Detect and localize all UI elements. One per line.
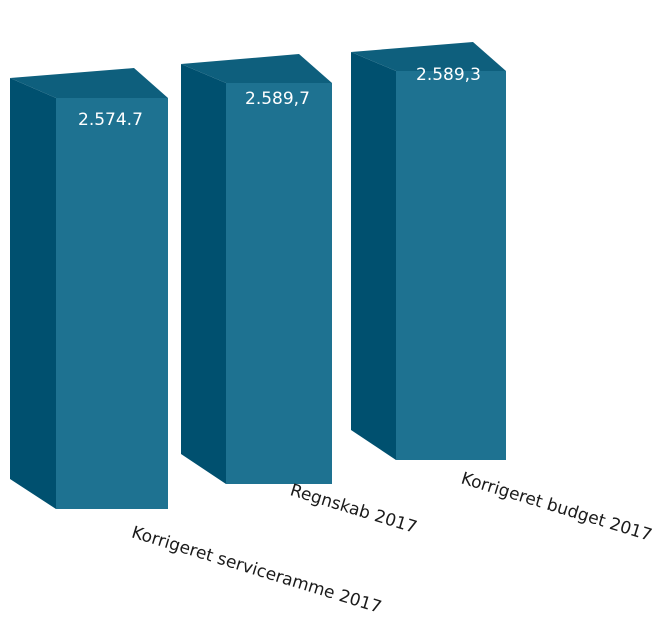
bar-value-label: 2.589,7	[245, 89, 310, 109]
category-label: Regnskab 2017	[288, 480, 419, 538]
bar-top-face	[10, 68, 168, 98]
bar-value-label: 2.589,3	[416, 65, 481, 85]
bar-front-face	[56, 98, 168, 509]
bar-top-face	[181, 54, 332, 83]
category-label: Korrigeret serviceramme 2017	[129, 523, 384, 618]
bar-side-face	[181, 64, 226, 484]
bar-side-face	[10, 78, 56, 509]
category-label: Korrigeret budget 2017	[459, 469, 655, 546]
bar-front-face	[396, 71, 506, 460]
bar-top-face	[351, 42, 506, 71]
bar-front-face	[226, 83, 332, 484]
bar-side-face	[351, 52, 396, 460]
bar-value-label: 2.574.7	[78, 110, 143, 130]
